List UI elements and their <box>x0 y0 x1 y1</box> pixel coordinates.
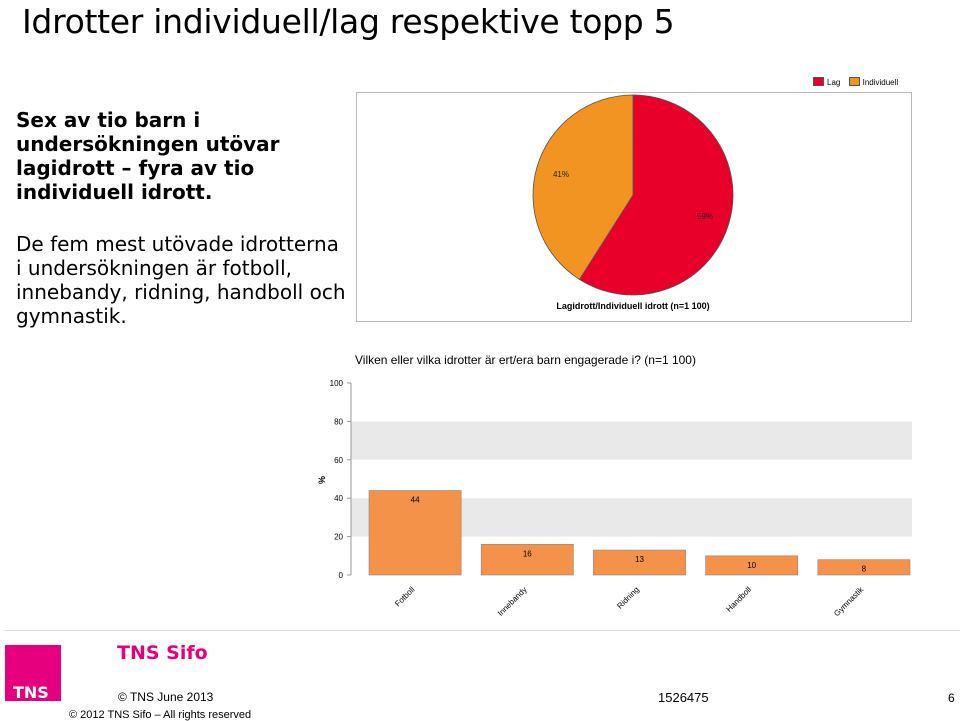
y-tick-label: 100 <box>330 379 344 388</box>
x-tick-label: Fotboll <box>393 585 417 609</box>
copyright-short: © TNS June 2013 <box>118 690 214 704</box>
y-tick-label: 40 <box>334 494 343 503</box>
bar-ridning <box>593 549 686 576</box>
legend-item-individuell: Individuell <box>848 77 899 87</box>
pie-label-individuell: 41% <box>553 170 569 179</box>
y-tick-label: 80 <box>334 417 343 426</box>
legend-swatch-individuell <box>848 77 860 86</box>
copyright-long: © 2012 TNS Sifo – All rights reserved <box>69 709 252 721</box>
y-tick-label: 60 <box>334 456 343 465</box>
bar-value-label: 16 <box>523 549 532 558</box>
y-tick-label: 20 <box>334 533 343 542</box>
bar-innebandy <box>480 543 574 576</box>
legend-item-lag: Lag <box>813 77 840 87</box>
x-tick-label: Handboll <box>724 585 753 614</box>
bar-value-label: 13 <box>635 555 644 564</box>
bar-handboll <box>705 555 799 576</box>
pie-slice-lag <box>578 94 734 296</box>
bar-gymnastik <box>817 559 911 576</box>
brand-name: TNS Sifo <box>117 642 208 664</box>
footer-divider <box>5 630 960 631</box>
lead-text: Sex av tio barn i undersökningen utövar … <box>16 108 280 204</box>
legend-label-individuell: Individuell <box>862 78 899 87</box>
bar-chart-title: Vilken eller vilka idrotter är ert/era b… <box>355 353 696 367</box>
bar-value-label: 8 <box>862 565 867 574</box>
pie-slice-individuell <box>532 94 634 280</box>
slide-title: Idrotter individuell/lag respektive topp… <box>22 2 675 41</box>
bar-value-label: 10 <box>747 561 756 570</box>
legend-swatch-lag <box>813 77 824 86</box>
pie-title: Lagidrott/Individuell idrott (n=1 100) <box>556 301 709 311</box>
x-tick-label: Innebandy <box>496 585 529 618</box>
grid-band <box>351 383 912 422</box>
x-tick-label: Gymnastik <box>832 584 866 618</box>
grid-band <box>351 421 912 460</box>
y-axis-label: % <box>317 476 327 484</box>
bar-value-label: 44 <box>411 496 420 505</box>
project-number: 1526475 <box>658 690 709 705</box>
y-tick-label: 0 <box>339 571 344 580</box>
pie-label-lag: 59% <box>697 212 713 221</box>
bar-fotboll <box>368 490 462 576</box>
body-text: De fem mest utövade idrotterna i undersö… <box>16 232 346 328</box>
x-tick-label: Ridning <box>615 585 641 611</box>
pie-legend: Lag Individuell <box>813 77 904 87</box>
legend-label-lag: Lag <box>827 78 841 87</box>
page-number: 6 <box>948 691 955 705</box>
tns-logo-text: TNS <box>13 683 49 702</box>
tns-logo <box>5 645 61 701</box>
